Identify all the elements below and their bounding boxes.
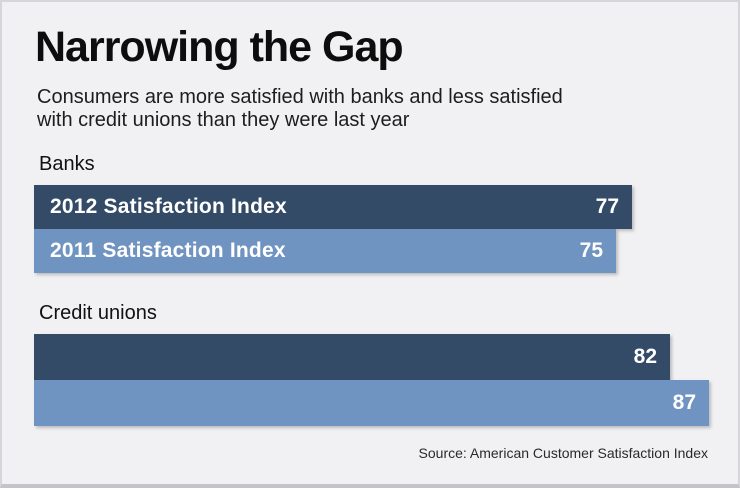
bar-group-banks: Banks 2012 Satisfaction Index 77 2011 Sati… <box>2 152 738 273</box>
chart-subtitle-line-2: with credit unions than they were last y… <box>37 109 410 131</box>
bar-credit-unions-2011: 87 <box>34 380 709 426</box>
bar-value-label: 87 <box>672 391 696 414</box>
bar-inner-label: 2012 Satisfaction Index <box>50 195 287 218</box>
bar-credit-unions-2012: 82 <box>34 334 670 380</box>
source-attribution: Source: American Customer Satisfaction I… <box>418 445 708 461</box>
bars-banks: 2012 Satisfaction Index 77 2011 Satisfacti… <box>34 185 738 273</box>
bars-credit-unions: 82 87 <box>34 334 738 426</box>
group-label-credit-unions: Credit unions <box>39 302 157 324</box>
chart-subtitle: Consumers are more satisfied with banks … <box>37 86 738 132</box>
group-label-banks: Banks <box>39 153 95 175</box>
bar-inner-label: 2011 Satisfaction Index <box>50 239 286 262</box>
bar-value-label: 77 <box>595 195 619 218</box>
bar-banks-2012: 2012 Satisfaction Index 77 <box>34 185 632 229</box>
bar-value-label: 82 <box>633 345 657 368</box>
bar-banks-2011: 2011 Satisfaction Index 75 <box>34 229 616 273</box>
bar-value-label: 75 <box>579 239 603 262</box>
chart-title: Narrowing the Gap <box>35 23 404 71</box>
bar-group-credit-unions: Credit unions 82 87 <box>2 301 738 426</box>
chart-subtitle-line-1: Consumers are more satisfied with banks … <box>37 86 563 108</box>
